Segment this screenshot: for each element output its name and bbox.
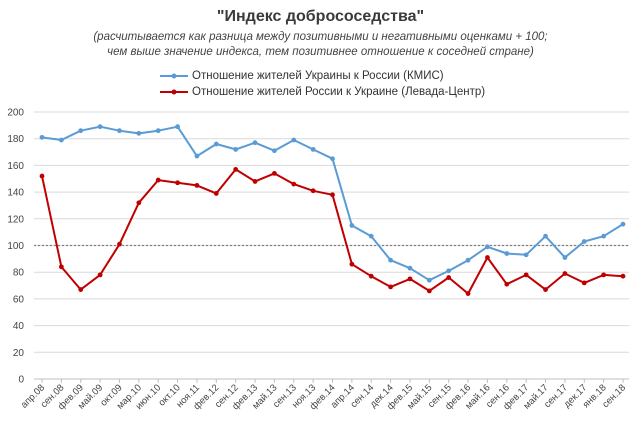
data-point-s1-2 [78,287,84,292]
data-point-s0-2 [78,128,84,134]
y-tick-label-80: 80 [13,268,25,279]
data-point-s1-9 [213,191,219,196]
y-tick-label-40: 40 [13,321,25,332]
data-point-s0-14 [310,146,316,152]
data-point-s1-5 [136,200,142,206]
data-point-s0-1 [58,137,64,143]
data-point-s1-1 [58,264,64,270]
y-tick-label-60: 60 [13,294,25,305]
legend-item-kmis: Отношение жителей Украины к России (КМИС… [160,68,444,84]
data-point-s0-13 [291,137,297,143]
data-point-s0-5 [136,130,142,136]
data-point-s1-17 [368,273,374,279]
data-point-s0-18 [388,257,393,263]
y-tick-label-0: 0 [18,375,24,386]
data-point-s1-15 [330,192,335,198]
y-tick-label-120: 120 [7,214,24,225]
data-point-s0-25 [523,252,529,258]
data-point-s0-15 [330,156,335,162]
data-point-s1-30 [620,273,626,279]
data-point-s1-18 [388,284,393,290]
y-tick-label-200: 200 [7,108,24,119]
chart-subtitle-line-1: (расчитывается как разница между позитив… [93,31,548,43]
data-point-s1-0 [39,173,45,179]
data-point-s0-7 [175,124,180,130]
data-point-s0-24 [504,251,510,256]
data-point-s1-4 [117,241,122,247]
data-point-s1-8 [194,183,200,188]
data-point-s1-27 [562,271,568,276]
data-point-s0-11 [252,140,258,146]
data-point-s0-12 [272,148,277,154]
data-point-s1-24 [504,281,510,287]
y-tick-label-180: 180 [7,134,24,145]
data-point-s0-3 [97,124,103,130]
data-point-s0-21 [446,268,452,274]
chart-title: "Индекс добрососедства" [216,8,425,25]
y-tick-label-100: 100 [7,241,24,252]
data-point-s1-12 [272,171,277,176]
data-point-s1-10 [233,167,239,172]
data-point-s0-20 [426,277,432,283]
data-point-s1-20 [426,288,432,294]
data-point-s0-16 [349,223,355,228]
y-tick-label-20: 20 [13,348,25,359]
y-tick-label-140: 140 [7,188,24,199]
data-point-s0-4 [117,128,122,134]
data-point-s1-7 [175,180,180,186]
legend-swatch-levada [160,89,188,95]
data-point-s1-23 [485,255,490,260]
data-point-s0-30 [620,221,626,227]
data-point-s1-16 [349,261,355,267]
data-point-s1-25 [523,272,529,278]
data-point-s1-28 [581,280,587,286]
legend-label-kmis: Отношение жителей Украины к России (КМИС… [192,70,444,82]
data-point-s0-9 [213,141,219,147]
data-point-s0-26 [543,233,548,239]
data-point-s0-23 [485,244,490,250]
data-point-s1-11 [252,179,258,184]
series-line-0 [41,125,624,282]
data-point-s1-3 [97,272,103,278]
data-point-s1-22 [465,291,471,296]
series-line-1 [41,168,624,295]
data-point-s1-21 [446,275,452,280]
data-point-s0-28 [581,239,587,244]
data-point-s1-29 [601,272,607,278]
data-point-s0-10 [233,146,239,152]
data-point-s0-6 [155,128,161,134]
data-point-s0-29 [601,233,607,239]
legend-item-levada: Отношение жителей России к Украине (Лева… [160,84,485,100]
data-point-s1-13 [291,181,297,187]
data-point-s1-14 [310,188,316,194]
data-point-s0-27 [562,255,568,260]
data-point-s1-26 [543,287,548,292]
data-point-s0-17 [368,233,374,239]
data-point-s0-0 [39,134,45,140]
data-point-s1-6 [155,177,161,183]
data-point-s0-19 [407,265,413,271]
data-point-s0-22 [465,257,471,263]
y-tick-label-160: 160 [7,161,24,172]
chart-subtitle-line-2: чем выше значение индекса, тем позитивне… [107,46,534,58]
legend-swatch-kmis [160,73,188,79]
legend-label-levada: Отношение жителей России к Украине (Лева… [192,86,486,98]
data-point-s1-19 [407,276,413,282]
data-point-s0-8 [194,153,200,159]
